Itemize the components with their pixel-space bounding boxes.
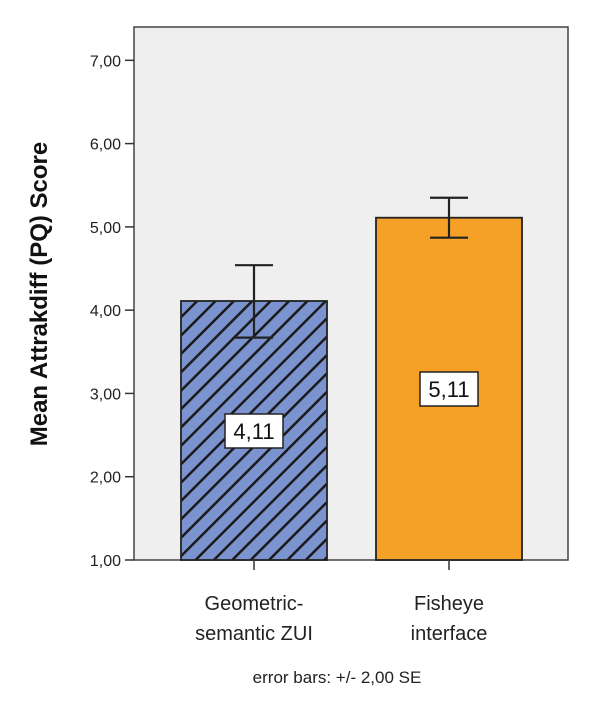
y-tick-label: 5,00	[90, 220, 121, 237]
y-tick-label: 2,00	[90, 470, 121, 487]
y-axis-title: Mean Attrakdiff (PQ) Score	[26, 142, 53, 447]
error-bars-group	[235, 196, 468, 339]
y-tick-label: 4,00	[90, 303, 121, 320]
y-tick-label: 3,00	[90, 386, 121, 403]
x-axis: Geometric-semantic ZUI Fisheye interface	[195, 560, 487, 645]
x-category-label-line2: interface	[411, 623, 488, 645]
x-category-label-line1: Fisheye	[414, 593, 484, 615]
x-category-label-line1: Geometric-	[205, 593, 304, 615]
y-tick-label: 7,00	[90, 53, 121, 70]
data-label-box	[419, 371, 479, 407]
x-category-label-line2: semantic ZUI	[195, 623, 313, 645]
data-label-box	[224, 413, 284, 449]
y-axis: 1,00 2,00 3,00 4,00 5,00 6,00 7,00	[90, 53, 134, 570]
error-bars-note: error bars: +/- 2,00 SE	[253, 668, 422, 687]
y-tick-label: 6,00	[90, 137, 121, 154]
data-label: 5,11	[428, 377, 469, 402]
y-tick-label: 1,00	[90, 553, 121, 570]
data-labels-group: 4,11 5,11	[224, 371, 479, 449]
data-label: 4,11	[233, 419, 274, 444]
